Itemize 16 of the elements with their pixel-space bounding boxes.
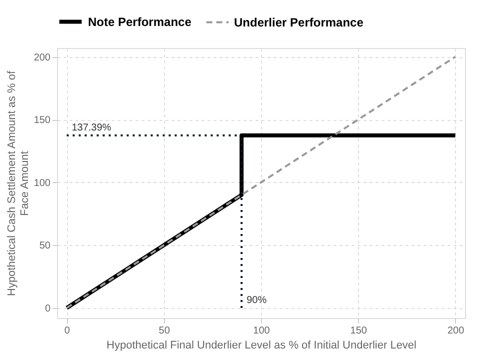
legend-label: Underlier Performance xyxy=(234,15,364,30)
y-axis-title: Hypothetical Cash Settlement Amount as % of Face Amount xyxy=(6,70,31,296)
legend-label: Note Performance xyxy=(88,14,192,29)
y-tick-label: 200 xyxy=(34,52,51,64)
x-axis-title: Hypothetical Final Underlier Level as % of Initial Underlier Level xyxy=(106,340,416,352)
y-tick-label: 100 xyxy=(34,178,51,189)
y-tick-label: 0 xyxy=(44,303,51,314)
y-tick-label: 150 xyxy=(34,115,51,126)
x-tick-label: 150 xyxy=(350,326,368,336)
x-tick-label: 50 xyxy=(158,326,170,336)
x-tick-label: 0 xyxy=(64,326,70,336)
annotation: 137.39% xyxy=(72,122,112,134)
x-tick-label: 100 xyxy=(253,326,270,336)
y-tick-label: 50 xyxy=(39,240,51,252)
annotation: 90% xyxy=(246,294,267,306)
x-tick-label: 200 xyxy=(447,326,465,336)
